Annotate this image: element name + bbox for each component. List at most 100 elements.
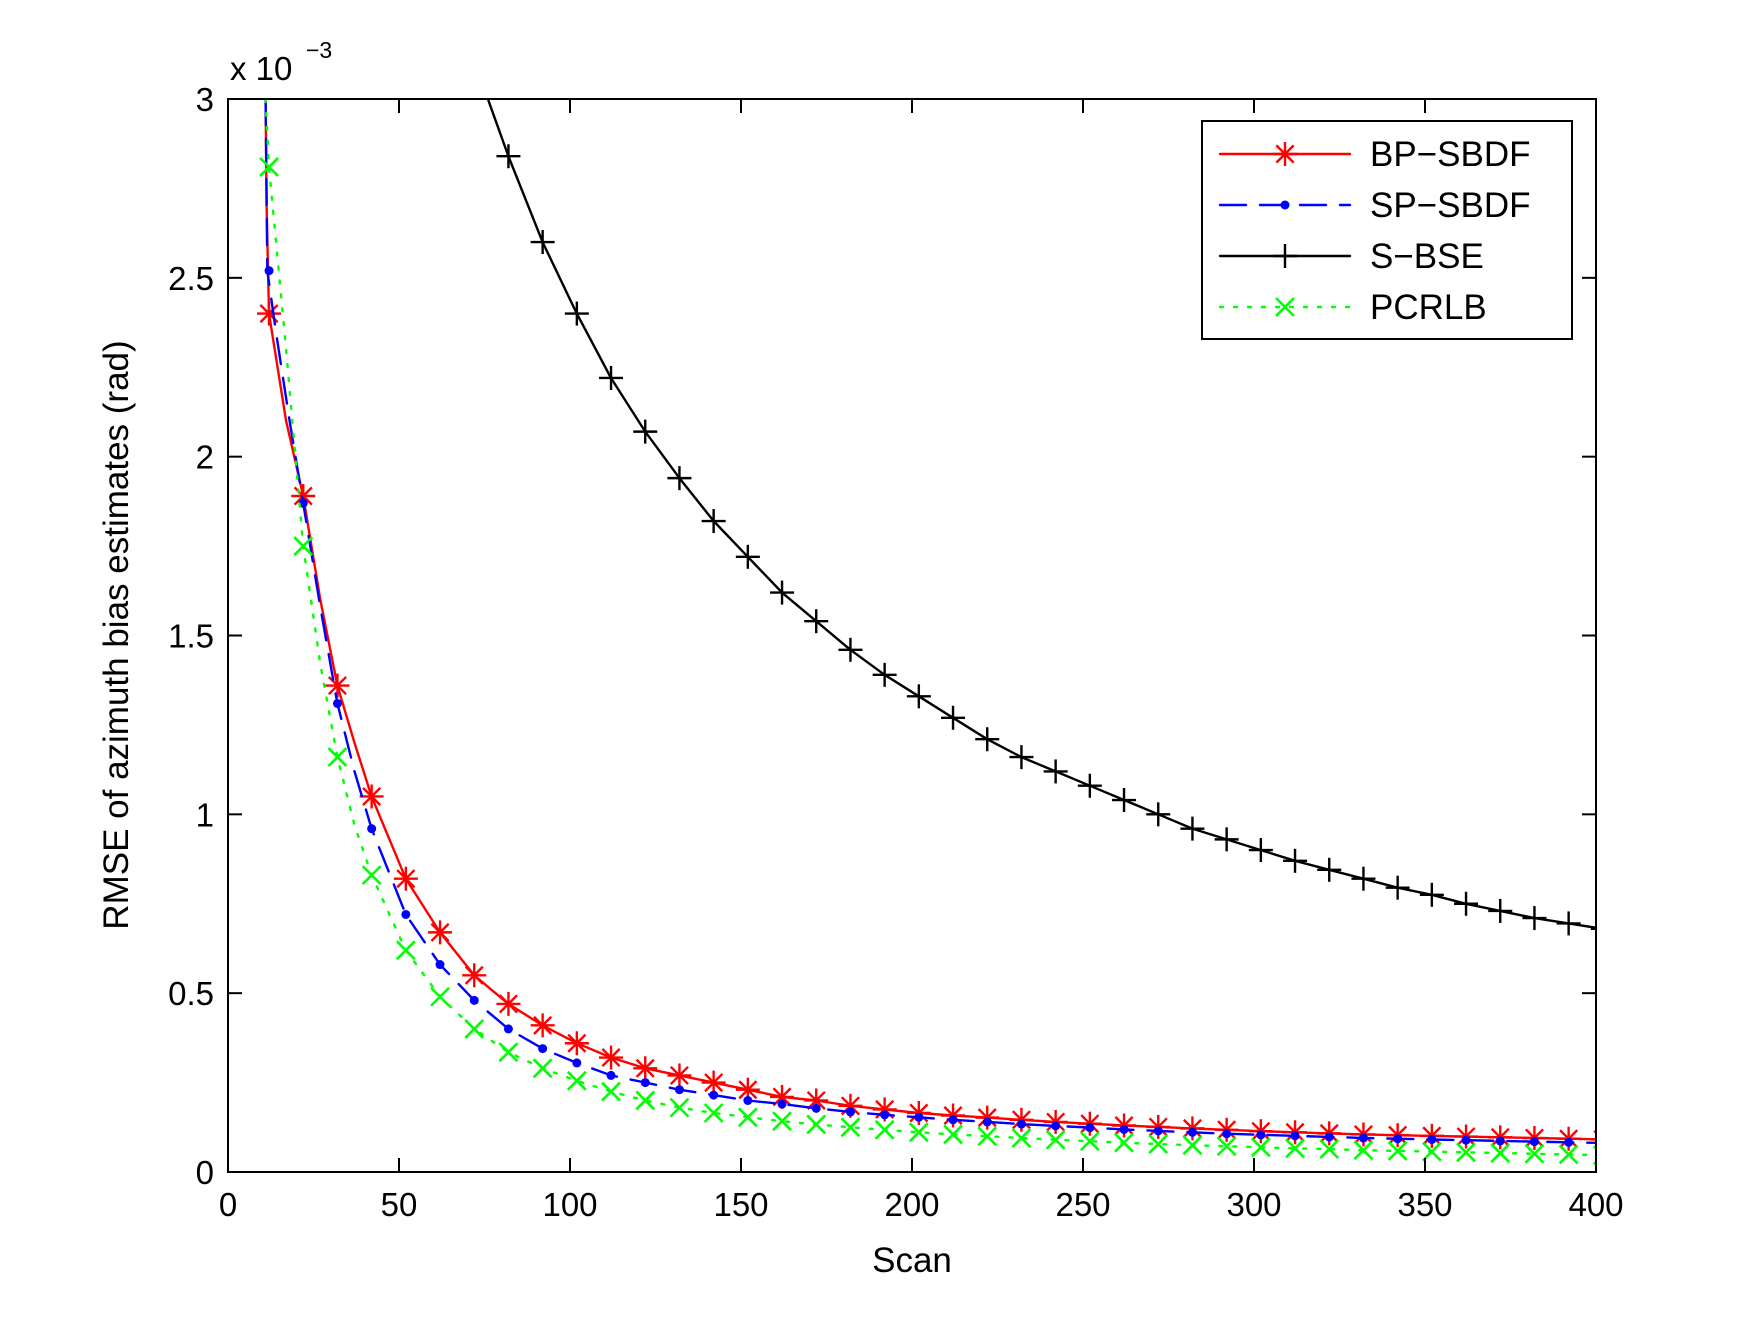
data-point-s-bse — [1385, 875, 1410, 900]
data-point-s-bse — [530, 230, 555, 255]
data-point-sp-sbdf — [1495, 1136, 1505, 1146]
series-line-s-bse — [486, 99, 1596, 929]
y-tick-label: 0.5 — [168, 975, 214, 1012]
data-point-s-bse — [633, 419, 658, 444]
data-point-sp-sbdf — [1564, 1137, 1574, 1147]
data-point-pcrlb — [395, 940, 416, 961]
data-point-pcrlb — [259, 157, 279, 177]
data-point-bp-sbdf — [633, 1056, 658, 1081]
data-point-pcrlb — [601, 1081, 621, 1102]
data-point-pcrlb — [327, 747, 348, 768]
data-point-sp-sbdf — [914, 1112, 924, 1122]
data-point-sp-sbdf — [1119, 1124, 1129, 1134]
data-point-sp-sbdf — [777, 1099, 787, 1109]
x-tick-label: 50 — [381, 1186, 418, 1223]
data-point-s-bse — [1214, 827, 1239, 852]
data-point-s-bse — [1419, 882, 1444, 907]
y-axis: 0 0.5 1 1.5 2 2.5 3 — [168, 81, 1596, 1191]
y-tick-label: 2 — [196, 439, 214, 476]
data-point-sp-sbdf — [1085, 1123, 1095, 1133]
data-point-pcrlb — [1045, 1129, 1066, 1150]
x-tick-label: 350 — [1397, 1186, 1452, 1223]
series-layer — [257, 99, 1596, 1166]
data-point-sp-sbdf — [1461, 1135, 1471, 1145]
data-point-bp-sbdf — [530, 1013, 555, 1038]
data-point-sp-sbdf — [572, 1058, 582, 1068]
data-point-sp-sbdf — [503, 1024, 513, 1034]
data-point-sp-sbdf — [1153, 1126, 1163, 1136]
y-tick-label: 2.5 — [168, 260, 214, 297]
data-point-s-bse — [735, 544, 760, 569]
data-point-sp-sbdf — [640, 1078, 650, 1088]
data-point-s-bse — [804, 609, 829, 634]
data-point-pcrlb — [772, 1111, 792, 1132]
data-point-sp-sbdf — [538, 1044, 548, 1054]
data-point-pcrlb — [635, 1090, 656, 1111]
data-point-bp-sbdf — [462, 963, 487, 988]
data-point-sp-sbdf — [948, 1115, 958, 1125]
data-point-pcrlb — [806, 1114, 827, 1135]
data-point-sp-sbdf — [1016, 1119, 1026, 1129]
data-point-s-bse — [1146, 802, 1171, 827]
series-line-pcrlb — [264, 99, 1596, 1157]
data-point-s-bse — [496, 144, 521, 169]
data-point-pcrlb — [1319, 1139, 1340, 1160]
legend-label-s-bse: S−BSE — [1370, 237, 1484, 276]
data-point-bp-sbdf — [393, 866, 418, 891]
data-point-sp-sbdf — [811, 1103, 821, 1113]
x-tick-label: 100 — [542, 1186, 597, 1223]
data-point-s-bse — [770, 580, 795, 605]
data-point-sp-sbdf — [1187, 1127, 1197, 1137]
y-tick-label: 1 — [196, 796, 214, 833]
data-point-pcrlb — [1011, 1128, 1032, 1148]
data-point-sp-sbdf — [1290, 1131, 1300, 1141]
data-point-s-bse — [1043, 759, 1068, 784]
data-point-s-bse — [1248, 838, 1273, 863]
data-point-bp-sbdf — [667, 1063, 692, 1088]
data-point-pcrlb — [566, 1070, 587, 1091]
data-point-s-bse — [1556, 911, 1581, 936]
data-point-pcrlb — [1456, 1142, 1476, 1163]
data-point-pcrlb — [874, 1119, 895, 1140]
y-tick-label: 0 — [196, 1154, 214, 1191]
data-point-pcrlb — [464, 1019, 485, 1039]
data-point-sp-sbdf — [709, 1090, 719, 1100]
data-point-pcrlb — [430, 986, 450, 1007]
data-point-pcrlb — [977, 1126, 998, 1147]
data-point-s-bse — [1283, 848, 1308, 873]
data-point-pcrlb — [703, 1103, 724, 1123]
x-tick-label: 250 — [1055, 1186, 1110, 1223]
x-axis-title: Scan — [872, 1241, 952, 1280]
x-tick-label: 150 — [713, 1186, 768, 1223]
data-point-pcrlb — [1114, 1132, 1134, 1153]
data-point-bp-sbdf — [325, 673, 350, 698]
series-pcrlb — [259, 99, 1596, 1166]
x-tick-label: 400 — [1568, 1186, 1623, 1223]
data-point-bp-sbdf — [804, 1088, 829, 1113]
data-point-s-bse — [564, 301, 589, 326]
data-point-sp-sbdf — [1256, 1130, 1266, 1140]
data-point-s-bse — [1454, 891, 1479, 916]
data-point-sp-sbdf — [401, 909, 411, 919]
data-point-s-bse — [1488, 898, 1513, 923]
data-point-sp-sbdf — [982, 1117, 992, 1127]
x-tick-label: 200 — [884, 1186, 939, 1223]
data-point-pcrlb — [498, 1042, 519, 1063]
data-point-sp-sbdf — [1393, 1134, 1403, 1144]
data-point-sp-sbdf — [332, 698, 342, 708]
data-point-pcrlb — [1250, 1137, 1271, 1158]
data-point-pcrlb — [1216, 1136, 1237, 1157]
y-multiplier-exponent: −3 — [306, 37, 332, 63]
data-point-s-bse — [1522, 906, 1547, 931]
legend-marker-pcrlb — [1275, 297, 1295, 317]
data-point-sp-sbdf — [880, 1110, 890, 1120]
data-point-s-bse — [599, 365, 624, 390]
legend-samples — [1218, 142, 1352, 317]
data-point-sp-sbdf — [1427, 1134, 1437, 1144]
legend-label-bp-sbdf: BP−SBDF — [1370, 135, 1530, 174]
data-point-sp-sbdf — [298, 498, 308, 508]
x-tick-label: 300 — [1226, 1186, 1281, 1223]
data-point-s-bse — [872, 662, 897, 687]
y-axis-title: RMSE of azimuth bias estimates (rad) — [97, 340, 136, 929]
data-point-s-bse — [1351, 866, 1376, 891]
